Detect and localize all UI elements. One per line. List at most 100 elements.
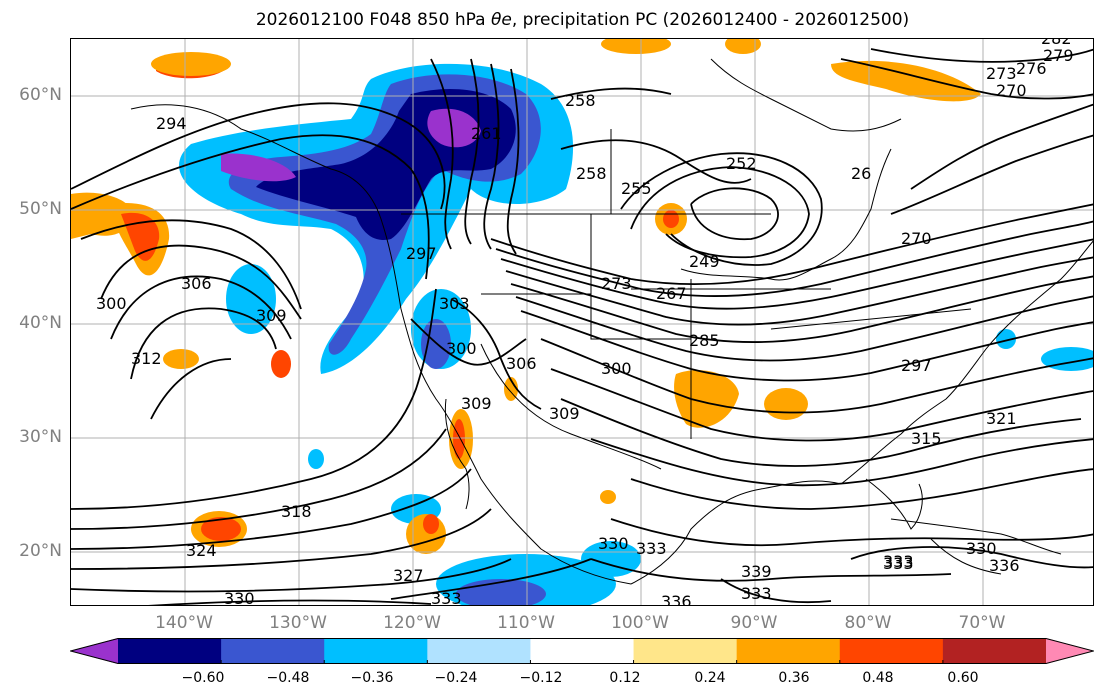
contour-line (540, 338, 1093, 414)
contour-label: 285 (689, 331, 720, 350)
contour-line (505, 256, 1093, 326)
state-border (480, 343, 662, 470)
colorbar-segment (736, 638, 841, 664)
colorbar-tick-label: 0.48 (862, 670, 894, 686)
lon-label-80w: 80°W (844, 613, 892, 633)
contour-label: 26 (851, 164, 871, 183)
lat-label-30n: 30°N (19, 427, 62, 447)
contour-label: 294 (156, 114, 187, 133)
contour-line (850, 546, 1093, 569)
positive-anomaly-area (601, 39, 671, 54)
positive-anomaly-area (423, 514, 439, 534)
contour-line (630, 468, 1093, 510)
coastline (680, 148, 892, 281)
contour-line (620, 152, 823, 266)
colorbar-segment (530, 638, 635, 664)
contour-line (430, 58, 454, 250)
contour-label: 318 (281, 502, 312, 521)
contour-label: 333 (741, 584, 772, 603)
positive-anomaly-area (600, 490, 616, 504)
contour-line (840, 58, 1093, 100)
coastlines (130, 58, 1093, 585)
lon-label-100w: 100°W (611, 613, 669, 633)
contour-line (720, 578, 832, 604)
graticule (71, 39, 1093, 605)
contour-line (130, 307, 277, 380)
positive-anomaly-area (504, 377, 518, 401)
negative-anomaly-area (996, 329, 1016, 349)
negative-anomaly-area (221, 153, 296, 182)
lat-label-40n: 40°N (19, 313, 62, 333)
contour-label: 330 (224, 589, 255, 606)
contour-line (890, 134, 1093, 215)
contour-label: 270 (996, 81, 1027, 100)
contour-line (464, 58, 480, 245)
lon-label-140w: 140°W (155, 613, 213, 633)
contour-label: 321 (986, 409, 1017, 428)
contour-label: 300 (446, 339, 477, 358)
contour-line (510, 275, 1093, 343)
map-panel: 294 258 261 258 252 26 276 270 273 279 2… (70, 38, 1094, 606)
contour-line (450, 298, 542, 410)
positive-anomaly-area (271, 350, 291, 378)
contour-label: 258 (565, 91, 596, 110)
contour-label: 333 (431, 589, 462, 606)
negative-anomaly-area (226, 264, 276, 334)
coastline (840, 240, 1093, 485)
contour-line (71, 102, 446, 210)
positive-anomaly-area (663, 210, 679, 228)
colorbar-tick-label: −0.48 (266, 670, 310, 686)
title-rest: , precipitation PC (2026012400 - 2026012… (511, 10, 910, 30)
contour-line (71, 468, 472, 550)
contour-label: 273 (986, 64, 1017, 83)
colorbar-segment (221, 638, 325, 664)
colorbar-segment (633, 638, 738, 664)
contour-label: 333 (636, 539, 667, 558)
colorbar-tick-label: −0.24 (434, 670, 478, 686)
lat-label-20n: 20°N (19, 541, 62, 561)
contour-line (520, 310, 1093, 382)
lat-label-60n: 60°N (19, 85, 62, 105)
lon-label-90w: 90°W (730, 613, 778, 633)
negative-anomaly-area (427, 108, 481, 148)
contour-label: 258 (576, 164, 607, 183)
contour-label: 309 (461, 394, 492, 413)
lon-label-110w: 110°W (497, 613, 555, 633)
contour-label: 324 (186, 541, 217, 560)
contour-label: 300 (96, 294, 127, 313)
colorbar-outline (70, 638, 1094, 664)
contour-label: 297 (406, 244, 437, 263)
coastline (710, 58, 902, 132)
colorbar-segment (118, 638, 222, 664)
contour-line (515, 295, 1093, 362)
colorbar (70, 638, 1094, 664)
contour-label: 297 (901, 356, 932, 375)
coastline (130, 104, 632, 585)
contour-label: 333 (883, 552, 914, 571)
title-symbol: θe (490, 10, 512, 30)
contour-line (500, 238, 1093, 310)
coastline (630, 480, 842, 585)
colorbar-tick-label: −0.36 (350, 670, 394, 686)
contour-label: 309 (256, 306, 287, 325)
contour-line (71, 134, 430, 280)
colorbar-segment (324, 638, 428, 664)
contour-line (71, 288, 437, 510)
contour-line (150, 358, 232, 420)
map-canvas: 294 258 261 258 252 26 276 270 273 279 2… (71, 39, 1093, 606)
contour-line (630, 166, 810, 259)
colorbar-tick-label: 0.12 (609, 670, 641, 686)
positive-anomaly-area (453, 419, 465, 459)
contour-label: 333 (883, 554, 914, 573)
positive-anomaly-area (163, 349, 199, 369)
contour-line (71, 508, 492, 570)
contour-line (590, 438, 1093, 487)
theta-e-contours (71, 48, 1093, 605)
contour-line (560, 398, 1082, 467)
contour-label: 276 (1016, 59, 1047, 78)
contour-line (110, 275, 292, 340)
contour-line (910, 103, 1093, 190)
colorbar-segment (427, 638, 531, 664)
contour-line (495, 220, 1093, 298)
contour-line (100, 244, 302, 320)
